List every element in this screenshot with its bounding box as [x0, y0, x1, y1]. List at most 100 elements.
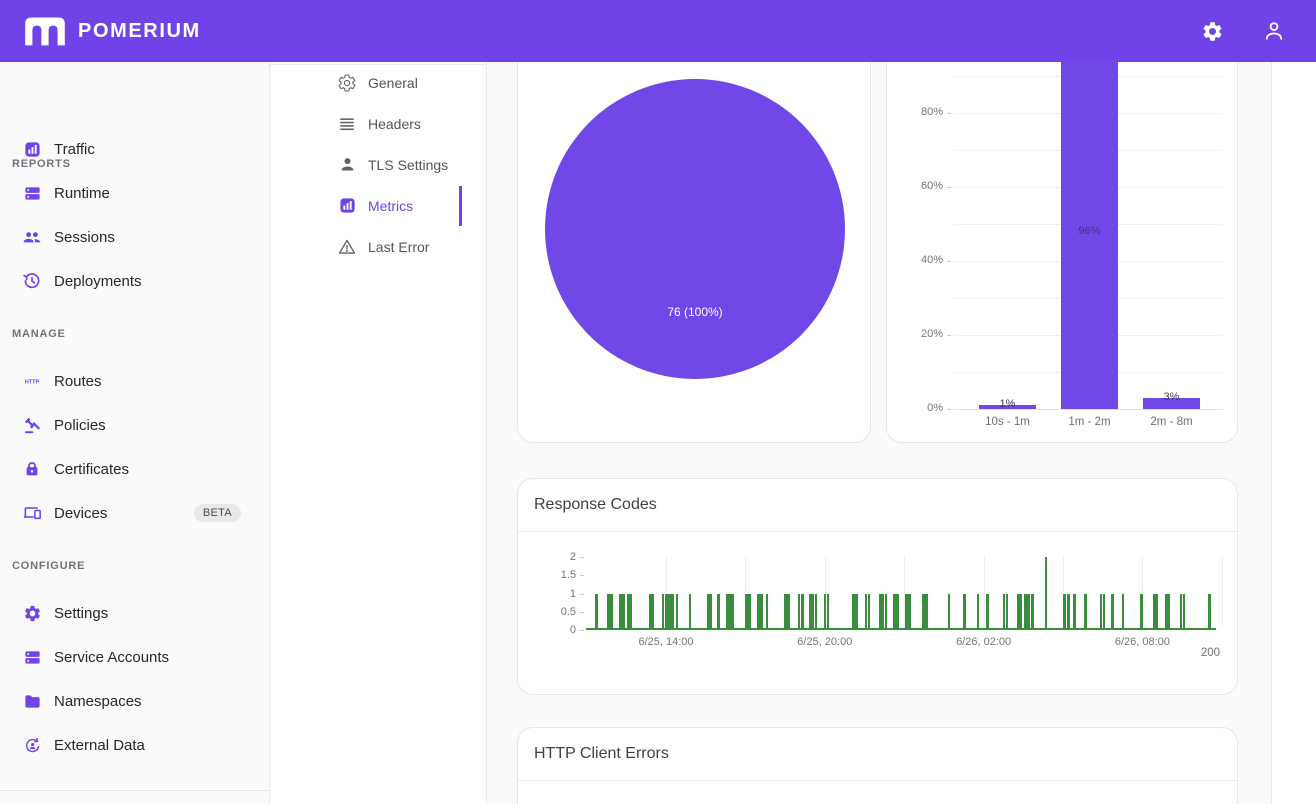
bar-chart-icon: [337, 196, 357, 216]
gridline: [1221, 557, 1223, 630]
sidebar-item-policies[interactable]: Policies: [0, 403, 270, 447]
right-edge-panel: [1271, 62, 1316, 804]
response-bar: [879, 593, 882, 630]
response-bar: [760, 593, 763, 630]
y-axis-label: 60%: [920, 180, 943, 192]
sidebar: REPORTS MANAGE CONFIGURE Traffic Runtime…: [0, 62, 270, 804]
response-bar: [688, 593, 692, 630]
response-bar: [1099, 593, 1103, 630]
sidebar-item-settings[interactable]: Settings: [0, 591, 270, 635]
tab-label: TLS Settings: [368, 156, 449, 173]
tick-mark: [947, 113, 951, 114]
response-bar: [1208, 593, 1211, 630]
response-bar: [1111, 593, 1114, 630]
y-axis-label: 2: [569, 551, 576, 563]
tab-general[interactable]: General: [270, 62, 487, 103]
tick-mark: [947, 261, 951, 262]
y-axis-label: 80%: [920, 106, 943, 118]
y-axis-label: 0.5: [560, 605, 576, 618]
gridline: [904, 557, 906, 630]
response-bar: [1167, 593, 1170, 630]
tab-last-error[interactable]: Last Error: [270, 226, 487, 267]
response-bar: [629, 593, 633, 630]
metrics-content: 76 (100%) 0% 20% 40% 60% 80% 1% 10s - 1m 96% 1m …: [487, 62, 1271, 804]
x-axis-line: [586, 627, 1216, 631]
brand-name: POMERIUM: [78, 19, 201, 42]
response-bar: [1179, 593, 1183, 630]
response-bar: [922, 593, 925, 630]
sidebar-item-deployments[interactable]: Deployments: [0, 259, 270, 303]
tab-headers[interactable]: Headers: [270, 103, 487, 144]
route-tabs-panel: General Headers TLS Settings Metrics Las…: [270, 62, 487, 804]
sidebar-item-devices[interactable]: Devices BETA: [0, 491, 270, 535]
response-bar: [881, 593, 885, 630]
response-bar: [1002, 593, 1006, 630]
card-title: HTTP Client Errors: [534, 745, 669, 762]
response-bar: [622, 593, 625, 630]
response-bar: [717, 593, 720, 630]
sidebar-item-label: Settings: [54, 604, 109, 622]
response-bar: [784, 593, 787, 630]
y-axis-label: 1.5: [560, 569, 576, 582]
tab-metrics[interactable]: Metrics: [270, 185, 487, 226]
response-bar: [896, 593, 899, 630]
response-bar: [1084, 593, 1087, 630]
tick-mark: [580, 575, 584, 577]
response-bar: [709, 593, 713, 630]
y-axis-label: 20%: [920, 328, 943, 340]
svg-text:HTTP: HTTP: [25, 380, 40, 386]
response-bar: [595, 593, 598, 630]
tab-label: Headers: [368, 115, 421, 132]
response-bar: [1027, 593, 1030, 630]
sidebar-item-label: External Data: [54, 736, 145, 754]
legend-label: 200: [1200, 647, 1220, 659]
x-axis-label: 10s - 1m: [985, 416, 1030, 428]
response-bar: [619, 593, 622, 630]
x-axis-label: 6/25, 14:00: [638, 636, 694, 648]
response-bar: [801, 593, 804, 630]
sidebar-item-traffic[interactable]: Traffic: [0, 127, 270, 171]
response-bar: [729, 593, 732, 630]
response-bar: [675, 593, 679, 630]
sidebar-item-runtime[interactable]: Runtime: [0, 171, 270, 215]
sidebar-item-namespaces[interactable]: Namespaces: [0, 679, 270, 723]
response-bar: [809, 593, 812, 630]
response-bar: [884, 593, 888, 630]
response-bar: [867, 593, 871, 630]
response-bar: [1031, 593, 1034, 630]
response-bar: [1140, 593, 1143, 630]
response-bar: [731, 593, 735, 630]
sidebar-item-label: Namespaces: [54, 692, 142, 710]
people-icon: [22, 227, 42, 247]
response-bar: [1024, 593, 1027, 630]
account-button[interactable]: [1254, 11, 1294, 51]
tick-mark: [580, 557, 584, 558]
pomerium-logo-icon: [25, 17, 65, 46]
tab-label: General: [368, 74, 418, 91]
x-axis-label: 6/25, 20:00: [797, 636, 853, 648]
settings-button[interactable]: [1192, 11, 1232, 51]
lock-icon: [22, 459, 42, 479]
tabs-top-divider: [270, 64, 487, 65]
sidebar-item-sessions[interactable]: Sessions: [0, 215, 270, 259]
tab-label: Metrics: [368, 197, 414, 214]
response-bar: [797, 593, 801, 630]
requests-pie-card: 76 (100%): [517, 62, 871, 443]
sidebar-item-external-data[interactable]: External Data: [0, 723, 270, 767]
response-bar: [823, 593, 827, 630]
sidebar-item-label: Policies: [54, 416, 106, 434]
response-bar: [1153, 593, 1156, 630]
bar-value-label: 3%: [1163, 391, 1180, 403]
gridline: [983, 557, 985, 630]
sidebar-item-label: Devices: [54, 504, 108, 522]
tab-tls-settings[interactable]: TLS Settings: [270, 144, 487, 185]
sidebar-item-certificates[interactable]: Certificates: [0, 447, 270, 491]
bar-value-label: 96%: [1078, 224, 1101, 237]
response-bar: [811, 593, 815, 630]
sidebar-item-service-accounts[interactable]: Service Accounts: [0, 635, 270, 679]
server-icon: [22, 183, 42, 203]
sidebar-item-routes[interactable]: HTTP Routes: [0, 359, 270, 403]
response-bar: [855, 593, 858, 630]
brand-logo[interactable]: POMERIUM: [22, 13, 201, 49]
